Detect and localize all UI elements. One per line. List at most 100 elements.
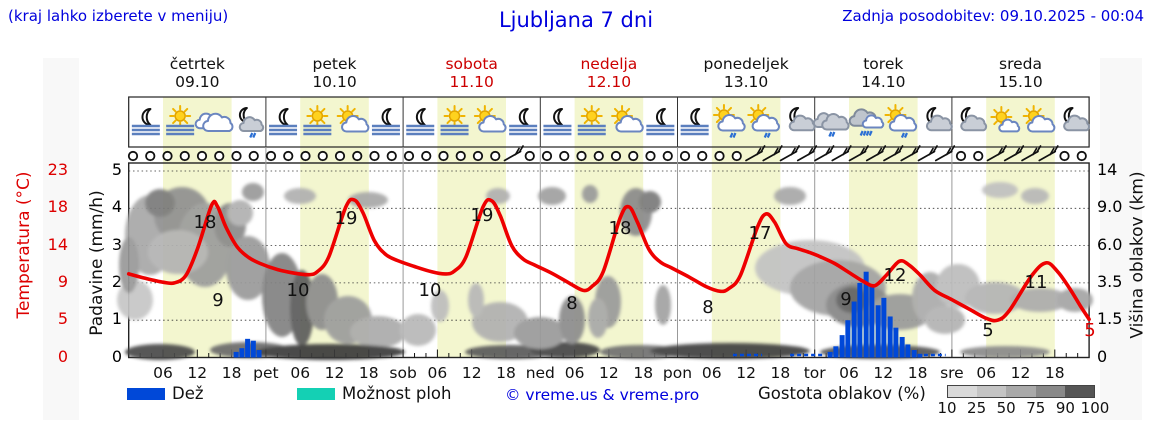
svg-text:06: 06	[153, 364, 173, 382]
svg-text:18: 18	[609, 218, 632, 239]
axis-tick: 18	[47, 197, 68, 217]
day-name: ponedeljek	[703, 55, 789, 73]
cloud-density-scale-segment	[1006, 386, 1036, 397]
axis-tick: 9.0	[1097, 197, 1123, 217]
calm-wind-icon	[369, 150, 380, 162]
day-name: četrtek	[169, 55, 225, 73]
calm-wind-icon	[145, 150, 156, 162]
sun-cloud-icon	[1022, 105, 1056, 133]
svg-text:8: 8	[566, 293, 577, 314]
calm-wind-icon	[679, 150, 691, 162]
axis-tick: 5	[111, 160, 122, 179]
calm-wind-icon	[300, 150, 311, 162]
svg-text:19: 19	[471, 205, 494, 226]
svg-text:19: 19	[335, 208, 358, 229]
moon-rain-icon	[238, 107, 265, 138]
sun-fog-icon	[166, 105, 195, 136]
moon-cloud-icon	[1063, 107, 1090, 132]
svg-text:18: 18	[1045, 364, 1065, 382]
cloud-density-scale-segment	[1064, 386, 1095, 397]
calm-wind-icon	[472, 150, 484, 162]
axis-tick: 14	[1097, 160, 1118, 179]
svg-text:18: 18	[633, 364, 653, 382]
wind-barb-icon	[986, 145, 1007, 162]
axis-tick: 1	[111, 309, 122, 329]
svg-text:12: 12	[884, 265, 907, 286]
calm-wind-icon	[714, 150, 725, 162]
calm-wind-icon	[1059, 150, 1070, 162]
day-date: 11.10	[449, 73, 494, 91]
calm-wind-icon	[490, 150, 501, 162]
calm-wind-icon	[334, 150, 346, 162]
svg-text:ned: ned	[526, 364, 555, 382]
calm-wind-icon	[179, 150, 190, 162]
cloud-rain-icon	[812, 112, 850, 137]
axis-tick: 23	[47, 160, 68, 179]
calm-wind-icon	[438, 150, 449, 162]
wind-barb-icon	[779, 145, 800, 162]
calm-wind-icon	[231, 150, 242, 162]
cloud-density-scale-value: 10	[937, 399, 957, 417]
day-header: četrtek 09.10	[132, 55, 262, 91]
svg-text:06: 06	[428, 364, 448, 382]
svg-text:17: 17	[749, 223, 772, 244]
svg-text:06: 06	[565, 364, 585, 382]
svg-text:18: 18	[908, 364, 928, 382]
wind-barb-icon	[796, 145, 818, 162]
calm-wind-icon	[162, 150, 173, 162]
day-header: sreda 15.10	[956, 55, 1086, 91]
svg-text:12: 12	[187, 364, 207, 382]
day-name: sobota	[445, 55, 498, 73]
axis-tick: 0	[1097, 346, 1108, 366]
day-name: sreda	[999, 55, 1042, 73]
svg-text:8: 8	[702, 297, 713, 318]
right-axis-strip	[1100, 58, 1142, 420]
rain-legend-swatch	[127, 388, 165, 400]
wind-barb-icon	[1003, 145, 1025, 162]
wind-barb-icon	[814, 145, 835, 162]
svg-text:18: 18	[194, 212, 217, 233]
wind-barb-icon	[917, 145, 938, 162]
precipitation-bars	[233, 271, 923, 358]
showers-legend-label: Možnost ploh	[342, 384, 452, 403]
svg-text:sre: sre	[940, 364, 964, 382]
wind-barb-icon	[762, 145, 783, 162]
calm-wind-icon	[352, 150, 363, 162]
svg-text:9: 9	[212, 290, 223, 311]
axis-tick: 4	[111, 197, 122, 217]
day-header: nedelja 12.10	[544, 55, 674, 91]
day-name: petek	[312, 55, 357, 73]
svg-text:06: 06	[702, 364, 722, 382]
copyright-link[interactable]: © vreme.us & vreme.pro	[505, 386, 700, 404]
wind-barb-icon	[865, 145, 887, 162]
wind-barb-icon	[848, 145, 869, 162]
cloud-density-scale-value: 100	[1080, 399, 1110, 417]
calm-wind-icon	[317, 150, 328, 162]
calm-wind-icon	[955, 150, 967, 162]
wind-barb-icon	[503, 145, 524, 162]
moon-cloud-icon	[960, 107, 988, 132]
axis-tick: 2	[111, 271, 122, 291]
svg-text:12: 12	[599, 364, 619, 382]
day-header: sobota 11.10	[407, 55, 537, 91]
wind-barb-icon	[900, 145, 921, 162]
axis-tick: 14	[47, 234, 68, 254]
moon-fog-icon	[371, 108, 400, 136]
day-date: 13.10	[723, 73, 769, 91]
calm-wind-icon	[593, 150, 604, 162]
calm-wind-icon	[1076, 150, 1087, 162]
day-header: ponedeljek 13.10	[681, 55, 811, 91]
temperature-curve	[126, 197, 1091, 323]
sun-cloud-icon	[336, 105, 370, 133]
calm-wind-icon	[127, 150, 139, 162]
calm-wind-icon	[283, 150, 294, 162]
day-date: 14.10	[861, 73, 906, 91]
sun-cloud-icon	[473, 105, 507, 133]
wind-barb-icon	[883, 145, 904, 162]
svg-text:pon: pon	[663, 364, 692, 382]
heavy-rain-icon	[848, 108, 885, 136]
day-date: 15.10	[998, 73, 1043, 91]
sun-fog-icon	[440, 105, 469, 136]
